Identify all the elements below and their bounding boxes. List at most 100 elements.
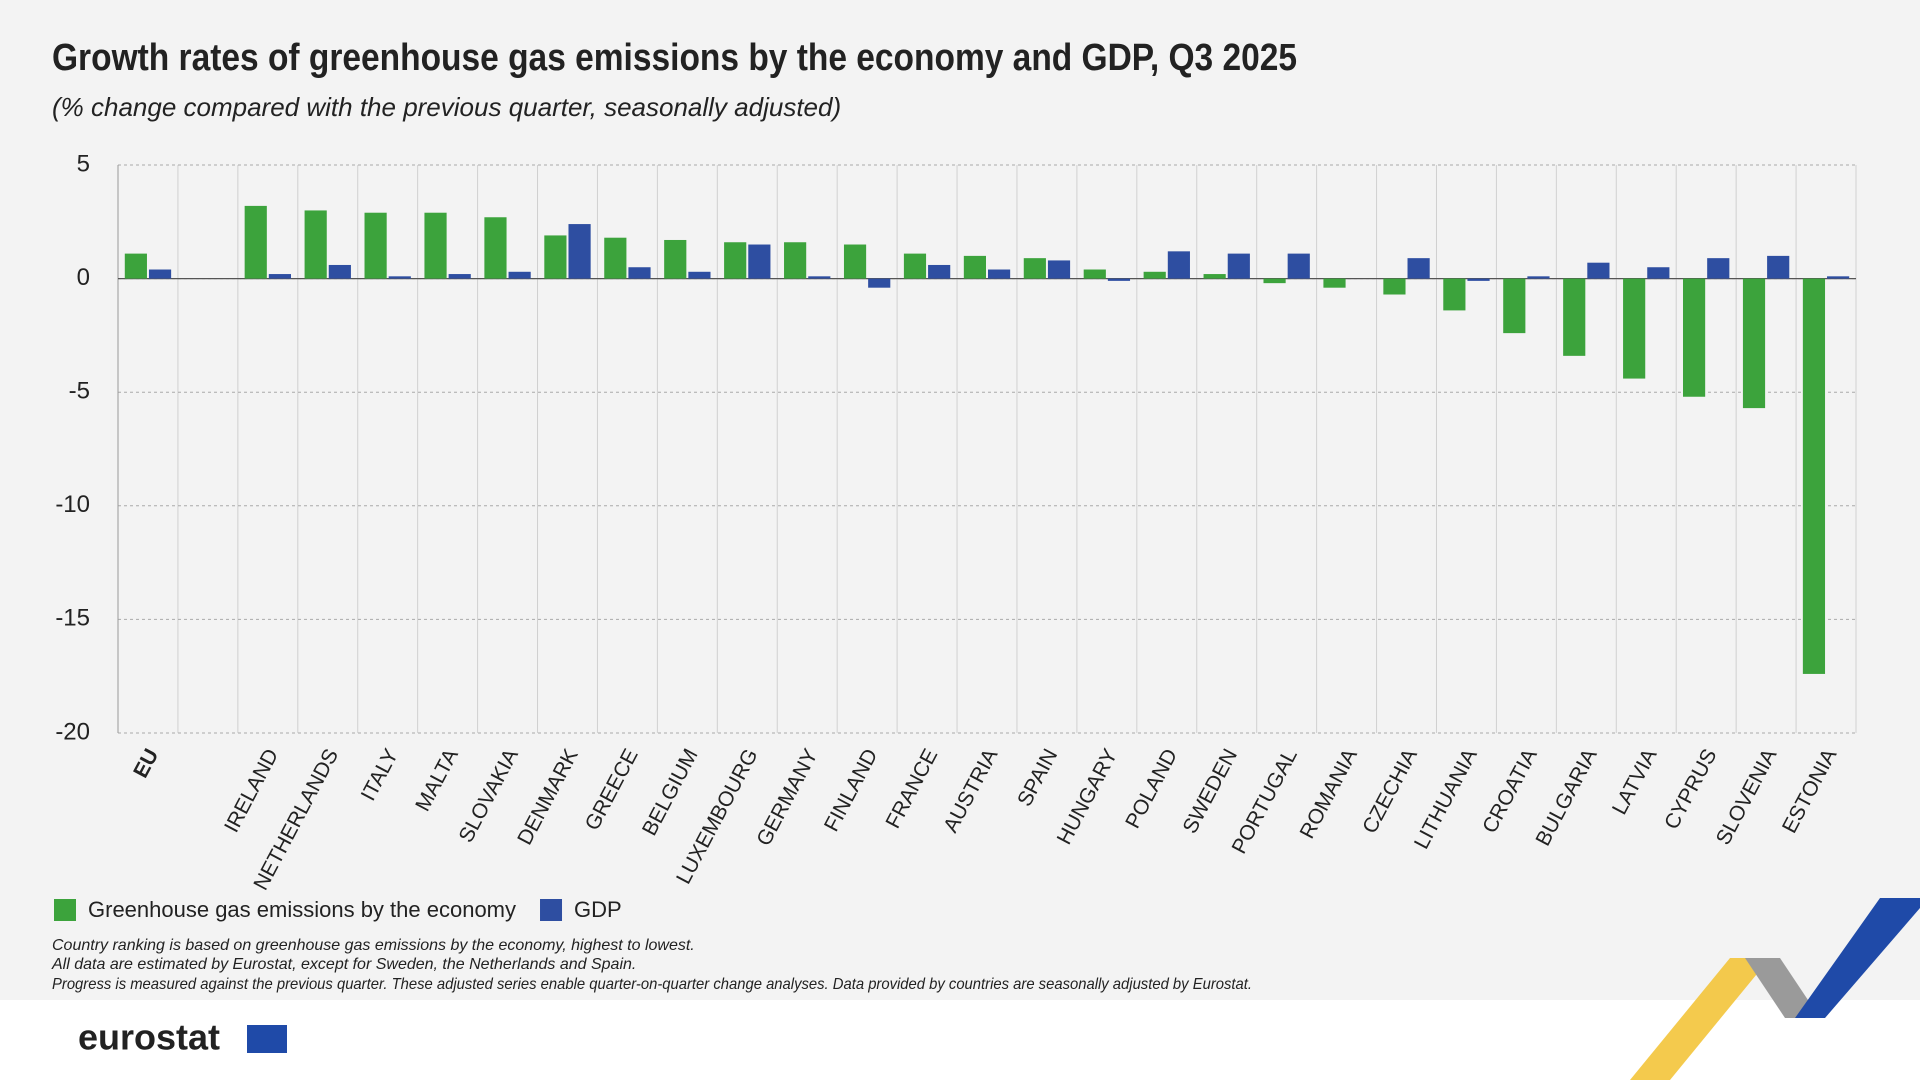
x-tick-label: ESTONIA xyxy=(1778,745,1841,837)
bar xyxy=(784,242,807,279)
y-tick-label: 5 xyxy=(77,150,90,177)
x-tick-label: BULGARIA xyxy=(1531,745,1601,850)
x-tick-label: IRELAND xyxy=(220,745,283,836)
bar xyxy=(424,212,447,279)
bar xyxy=(604,237,627,279)
bar xyxy=(364,212,387,279)
bar xyxy=(724,242,747,279)
note: All data are estimated by Eurostat, exce… xyxy=(51,956,636,973)
bar xyxy=(1742,278,1766,409)
x-tick-label: ROMANIA xyxy=(1296,745,1362,842)
bar xyxy=(448,274,471,279)
bar xyxy=(1407,258,1430,279)
bar xyxy=(1287,253,1310,279)
decor xyxy=(1630,958,1770,1080)
bar xyxy=(1203,274,1226,279)
x-tick-label: GERMANY xyxy=(752,745,822,850)
bar xyxy=(148,269,172,279)
bar xyxy=(1227,253,1250,279)
bar xyxy=(1383,278,1406,295)
bar xyxy=(628,267,651,279)
bar xyxy=(1323,278,1346,288)
x-tick-label: MALTA xyxy=(411,745,463,815)
note: Progress is measured against the previou… xyxy=(52,976,1252,993)
x-tick-label: CROATIA xyxy=(1478,745,1541,837)
bar xyxy=(1023,258,1046,279)
legend-label: Greenhouse gas emissions by the economy xyxy=(88,897,516,922)
bar xyxy=(328,264,351,279)
y-tick-label: -15 xyxy=(55,605,90,632)
x-tick-label: SLOVENIA xyxy=(1712,745,1782,849)
y-tick-label: 0 xyxy=(77,264,90,291)
x-tick-label: POLAND xyxy=(1121,745,1182,832)
x-tick-label: FRANCE xyxy=(882,745,943,832)
bar xyxy=(1143,271,1166,279)
logo-text: eurostat xyxy=(78,1017,220,1058)
bar xyxy=(1767,255,1790,279)
bar xyxy=(748,244,771,279)
x-tick-label: FINLAND xyxy=(820,745,882,835)
legend-swatch xyxy=(540,899,563,921)
x-tick-label: CYPRUS xyxy=(1660,745,1721,833)
bar xyxy=(1107,278,1131,281)
bar xyxy=(1647,267,1670,279)
x-tick-label: SPAIN xyxy=(1013,745,1062,810)
bar xyxy=(1623,278,1646,379)
y-tick-label: -10 xyxy=(55,491,90,518)
x-tick-label: HUNGARY xyxy=(1053,745,1122,848)
decor xyxy=(1745,958,1820,1018)
x-tick-label: CZECHIA xyxy=(1358,745,1422,837)
bar xyxy=(1802,278,1826,674)
note: Country ranking is based on greenhouse g… xyxy=(52,937,695,954)
bar xyxy=(388,276,411,279)
y-tick-label: -20 xyxy=(55,718,90,745)
x-tick-label: DENMARK xyxy=(513,745,583,849)
bar xyxy=(1827,276,1850,279)
bar xyxy=(1467,278,1490,281)
bar xyxy=(1527,276,1550,279)
decor xyxy=(1795,898,1920,1018)
x-tick-label: EU xyxy=(129,745,163,782)
bar xyxy=(508,271,531,279)
eu-flag xyxy=(247,1025,287,1053)
bar xyxy=(868,278,891,288)
x-tick-label: BELGIUM xyxy=(638,745,703,839)
bar xyxy=(1587,262,1610,279)
bar xyxy=(124,253,147,279)
x-tick-label: LATVIA xyxy=(1608,745,1662,818)
bar xyxy=(1047,260,1071,279)
x-tick-label: AUSTRIA xyxy=(939,745,1002,836)
bar xyxy=(1443,278,1466,311)
bar xyxy=(568,224,591,279)
chart-subtitle: (% change compared with the previous qua… xyxy=(52,92,841,122)
bar xyxy=(1707,258,1730,279)
bar xyxy=(1682,278,1706,397)
bar xyxy=(268,274,292,279)
y-tick-label: -5 xyxy=(69,378,90,405)
legend-swatch xyxy=(54,899,76,921)
bar xyxy=(664,239,687,279)
bar xyxy=(1167,251,1190,279)
chart-title: Growth rates of greenhouse gas emissions… xyxy=(52,37,1297,79)
bar xyxy=(903,253,927,279)
bar xyxy=(963,255,986,279)
bar xyxy=(808,276,831,279)
bar xyxy=(1083,269,1106,279)
legend-label: GDP xyxy=(574,897,622,922)
bar xyxy=(988,269,1011,279)
bar xyxy=(484,217,507,279)
bar xyxy=(1503,278,1526,334)
bar xyxy=(1263,278,1286,284)
bar xyxy=(1563,278,1586,356)
bar xyxy=(544,235,567,279)
bar xyxy=(843,244,867,279)
x-tick-label: SLOVAKIA xyxy=(455,745,523,846)
x-tick-label: GREECE xyxy=(581,745,643,834)
bar xyxy=(304,210,327,279)
footer-band xyxy=(0,1000,1920,1080)
x-tick-label: LITHUANIA xyxy=(1410,745,1482,853)
x-tick-label: ITALY xyxy=(357,745,403,805)
bar xyxy=(928,264,951,279)
